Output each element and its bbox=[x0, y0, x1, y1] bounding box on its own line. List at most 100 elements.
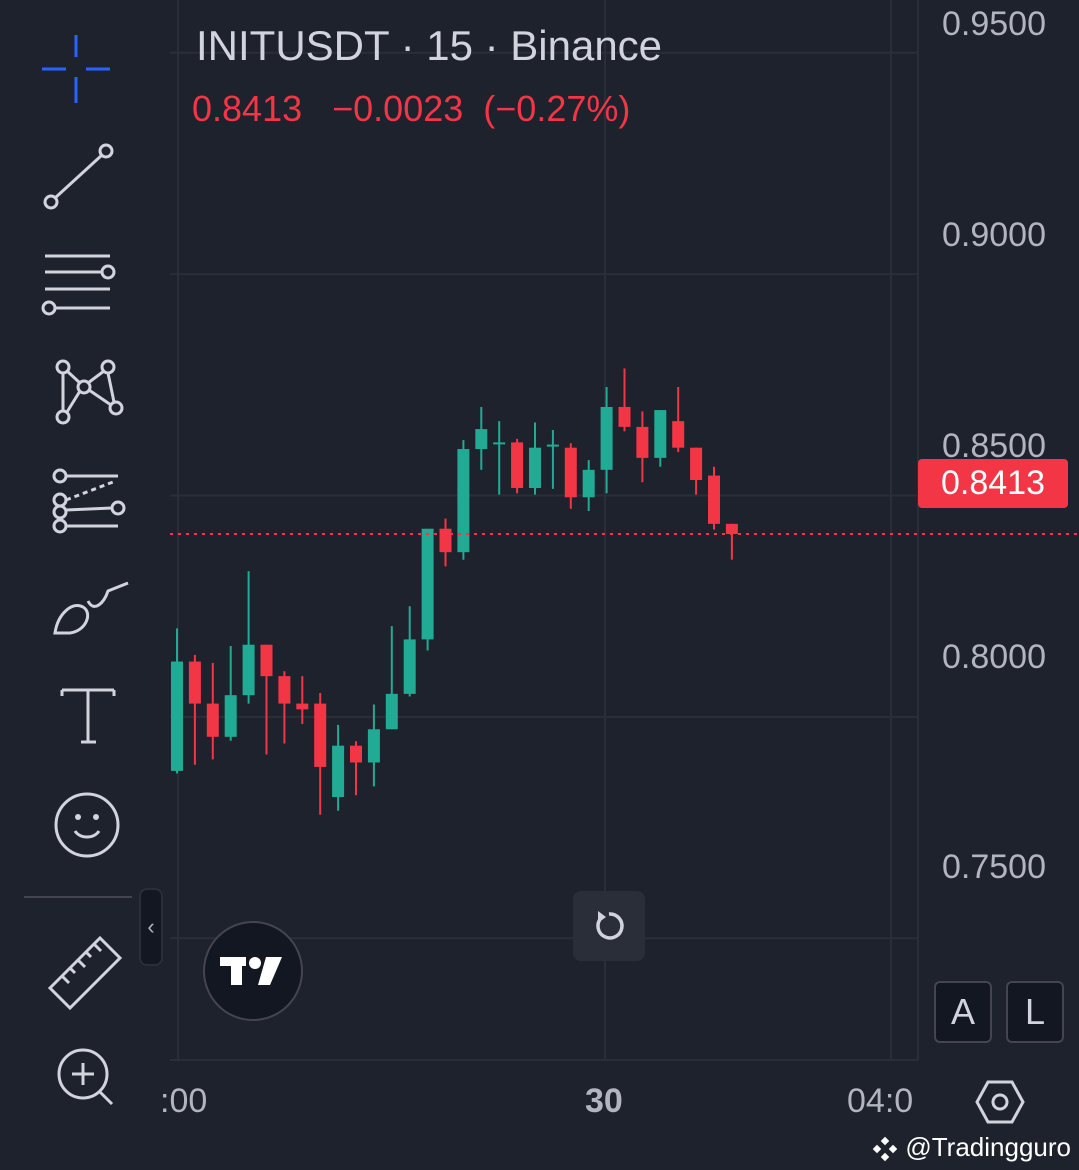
candle bbox=[636, 411, 649, 483]
candle-body bbox=[171, 661, 183, 771]
x-tick-label: 04:0 bbox=[847, 1082, 914, 1120]
candle-body bbox=[367, 729, 380, 763]
candle bbox=[224, 646, 237, 741]
candle-body bbox=[636, 426, 649, 458]
price-change-line: 0.8413 −0.0023 (−0.27%) bbox=[192, 88, 650, 130]
candle-body bbox=[421, 528, 434, 640]
candle bbox=[242, 571, 255, 704]
chevron-left-icon: ‹ bbox=[147, 914, 155, 939]
candle-body bbox=[708, 475, 720, 524]
price-change-percent: (−0.27%) bbox=[483, 88, 631, 129]
text-icon bbox=[60, 688, 116, 744]
candle-body bbox=[278, 676, 291, 704]
price-change: −0.0023 bbox=[332, 88, 464, 129]
trend-line-tool[interactable] bbox=[28, 136, 128, 216]
crosshair-tool[interactable] bbox=[28, 29, 128, 109]
candle-body bbox=[385, 693, 398, 730]
candle bbox=[332, 724, 345, 811]
y-tick-label: 0.8500 bbox=[942, 427, 1046, 465]
auto-scale-button[interactable]: A bbox=[934, 981, 992, 1043]
pattern-icon bbox=[55, 359, 124, 425]
horizontal-lines-icon bbox=[41, 254, 116, 316]
candle-body bbox=[618, 406, 631, 427]
candle-body bbox=[403, 639, 416, 694]
y-tick-label: 0.8000 bbox=[942, 638, 1046, 676]
candle bbox=[654, 410, 667, 467]
candle bbox=[260, 644, 273, 755]
last-price-tag: 0.8413 bbox=[918, 459, 1068, 508]
candle-body bbox=[457, 449, 470, 553]
candle-body bbox=[242, 644, 255, 696]
candle-body bbox=[260, 644, 273, 677]
candle-body bbox=[564, 447, 577, 498]
x-tick-label: 30 bbox=[585, 1082, 623, 1120]
current-price: 0.8413 bbox=[192, 88, 303, 129]
candle bbox=[672, 387, 685, 453]
zoom-in-tool[interactable] bbox=[28, 1036, 128, 1116]
candle bbox=[600, 387, 613, 494]
brush-tool[interactable] bbox=[28, 573, 129, 653]
chart-grid bbox=[170, 0, 919, 1061]
candle-body bbox=[332, 745, 345, 798]
candle-body bbox=[672, 421, 685, 448]
drawing-toolbar: ‹ bbox=[0, 0, 163, 1140]
candle bbox=[725, 523, 738, 560]
candle bbox=[546, 429, 559, 489]
candle-body bbox=[350, 745, 362, 763]
candle-body bbox=[439, 528, 452, 553]
candle-body bbox=[582, 469, 595, 498]
candle-body bbox=[546, 444, 559, 447]
brush-icon bbox=[53, 581, 129, 635]
candle bbox=[188, 654, 201, 765]
candle-body bbox=[725, 523, 738, 535]
candle bbox=[618, 368, 631, 432]
candle bbox=[367, 704, 380, 787]
emoji-tool[interactable] bbox=[28, 785, 128, 865]
candle bbox=[708, 466, 720, 530]
candle bbox=[314, 692, 327, 815]
y-tick-label: 0.9500 bbox=[942, 5, 1046, 43]
pattern-tool[interactable] bbox=[28, 350, 128, 430]
candle bbox=[350, 741, 362, 796]
settings-hexagon-icon bbox=[975, 1080, 1025, 1124]
candle-body bbox=[600, 406, 613, 470]
ruler-tool[interactable] bbox=[28, 930, 128, 1011]
watermark-text: @Tradingguro bbox=[905, 1132, 1071, 1162]
candle bbox=[296, 676, 309, 724]
candle-body bbox=[493, 442, 506, 445]
candle bbox=[529, 422, 541, 495]
prediction-icon bbox=[52, 468, 126, 534]
text-tool[interactable] bbox=[28, 676, 128, 756]
candle bbox=[511, 438, 524, 494]
y-tick-label: 0.9000 bbox=[942, 216, 1046, 254]
log-scale-button[interactable]: L bbox=[1006, 981, 1064, 1043]
candle-body bbox=[206, 703, 219, 737]
toolbar-divider bbox=[24, 896, 132, 898]
candle bbox=[475, 406, 488, 470]
x-tick-label: :00 bbox=[160, 1082, 208, 1120]
candle bbox=[564, 443, 577, 509]
binance-diamond-icon bbox=[872, 1136, 898, 1162]
candle-body bbox=[475, 429, 488, 450]
candle bbox=[421, 528, 434, 651]
horizontal-lines-tool[interactable] bbox=[28, 245, 128, 325]
footer-strip bbox=[0, 1140, 1079, 1170]
candle bbox=[582, 460, 595, 512]
ruler-icon bbox=[47, 935, 123, 1011]
emoji-icon bbox=[54, 792, 120, 858]
chart-settings-button[interactable] bbox=[972, 1076, 1028, 1128]
candle-body bbox=[654, 410, 667, 458]
tradingview-logo-button[interactable] bbox=[203, 921, 303, 1021]
candle-body bbox=[224, 695, 237, 737]
reset-chart-button[interactable] bbox=[573, 891, 645, 961]
candle-body bbox=[511, 442, 524, 488]
zoom-in-icon bbox=[57, 1048, 114, 1106]
candle bbox=[403, 606, 416, 697]
candle-body bbox=[529, 447, 541, 488]
watermark: @Tradingguro bbox=[872, 1132, 1071, 1163]
prediction-tool[interactable] bbox=[28, 460, 128, 540]
candle-body bbox=[314, 703, 327, 767]
reset-icon bbox=[596, 911, 624, 940]
collapse-toolbar-button[interactable]: ‹ bbox=[139, 888, 163, 966]
